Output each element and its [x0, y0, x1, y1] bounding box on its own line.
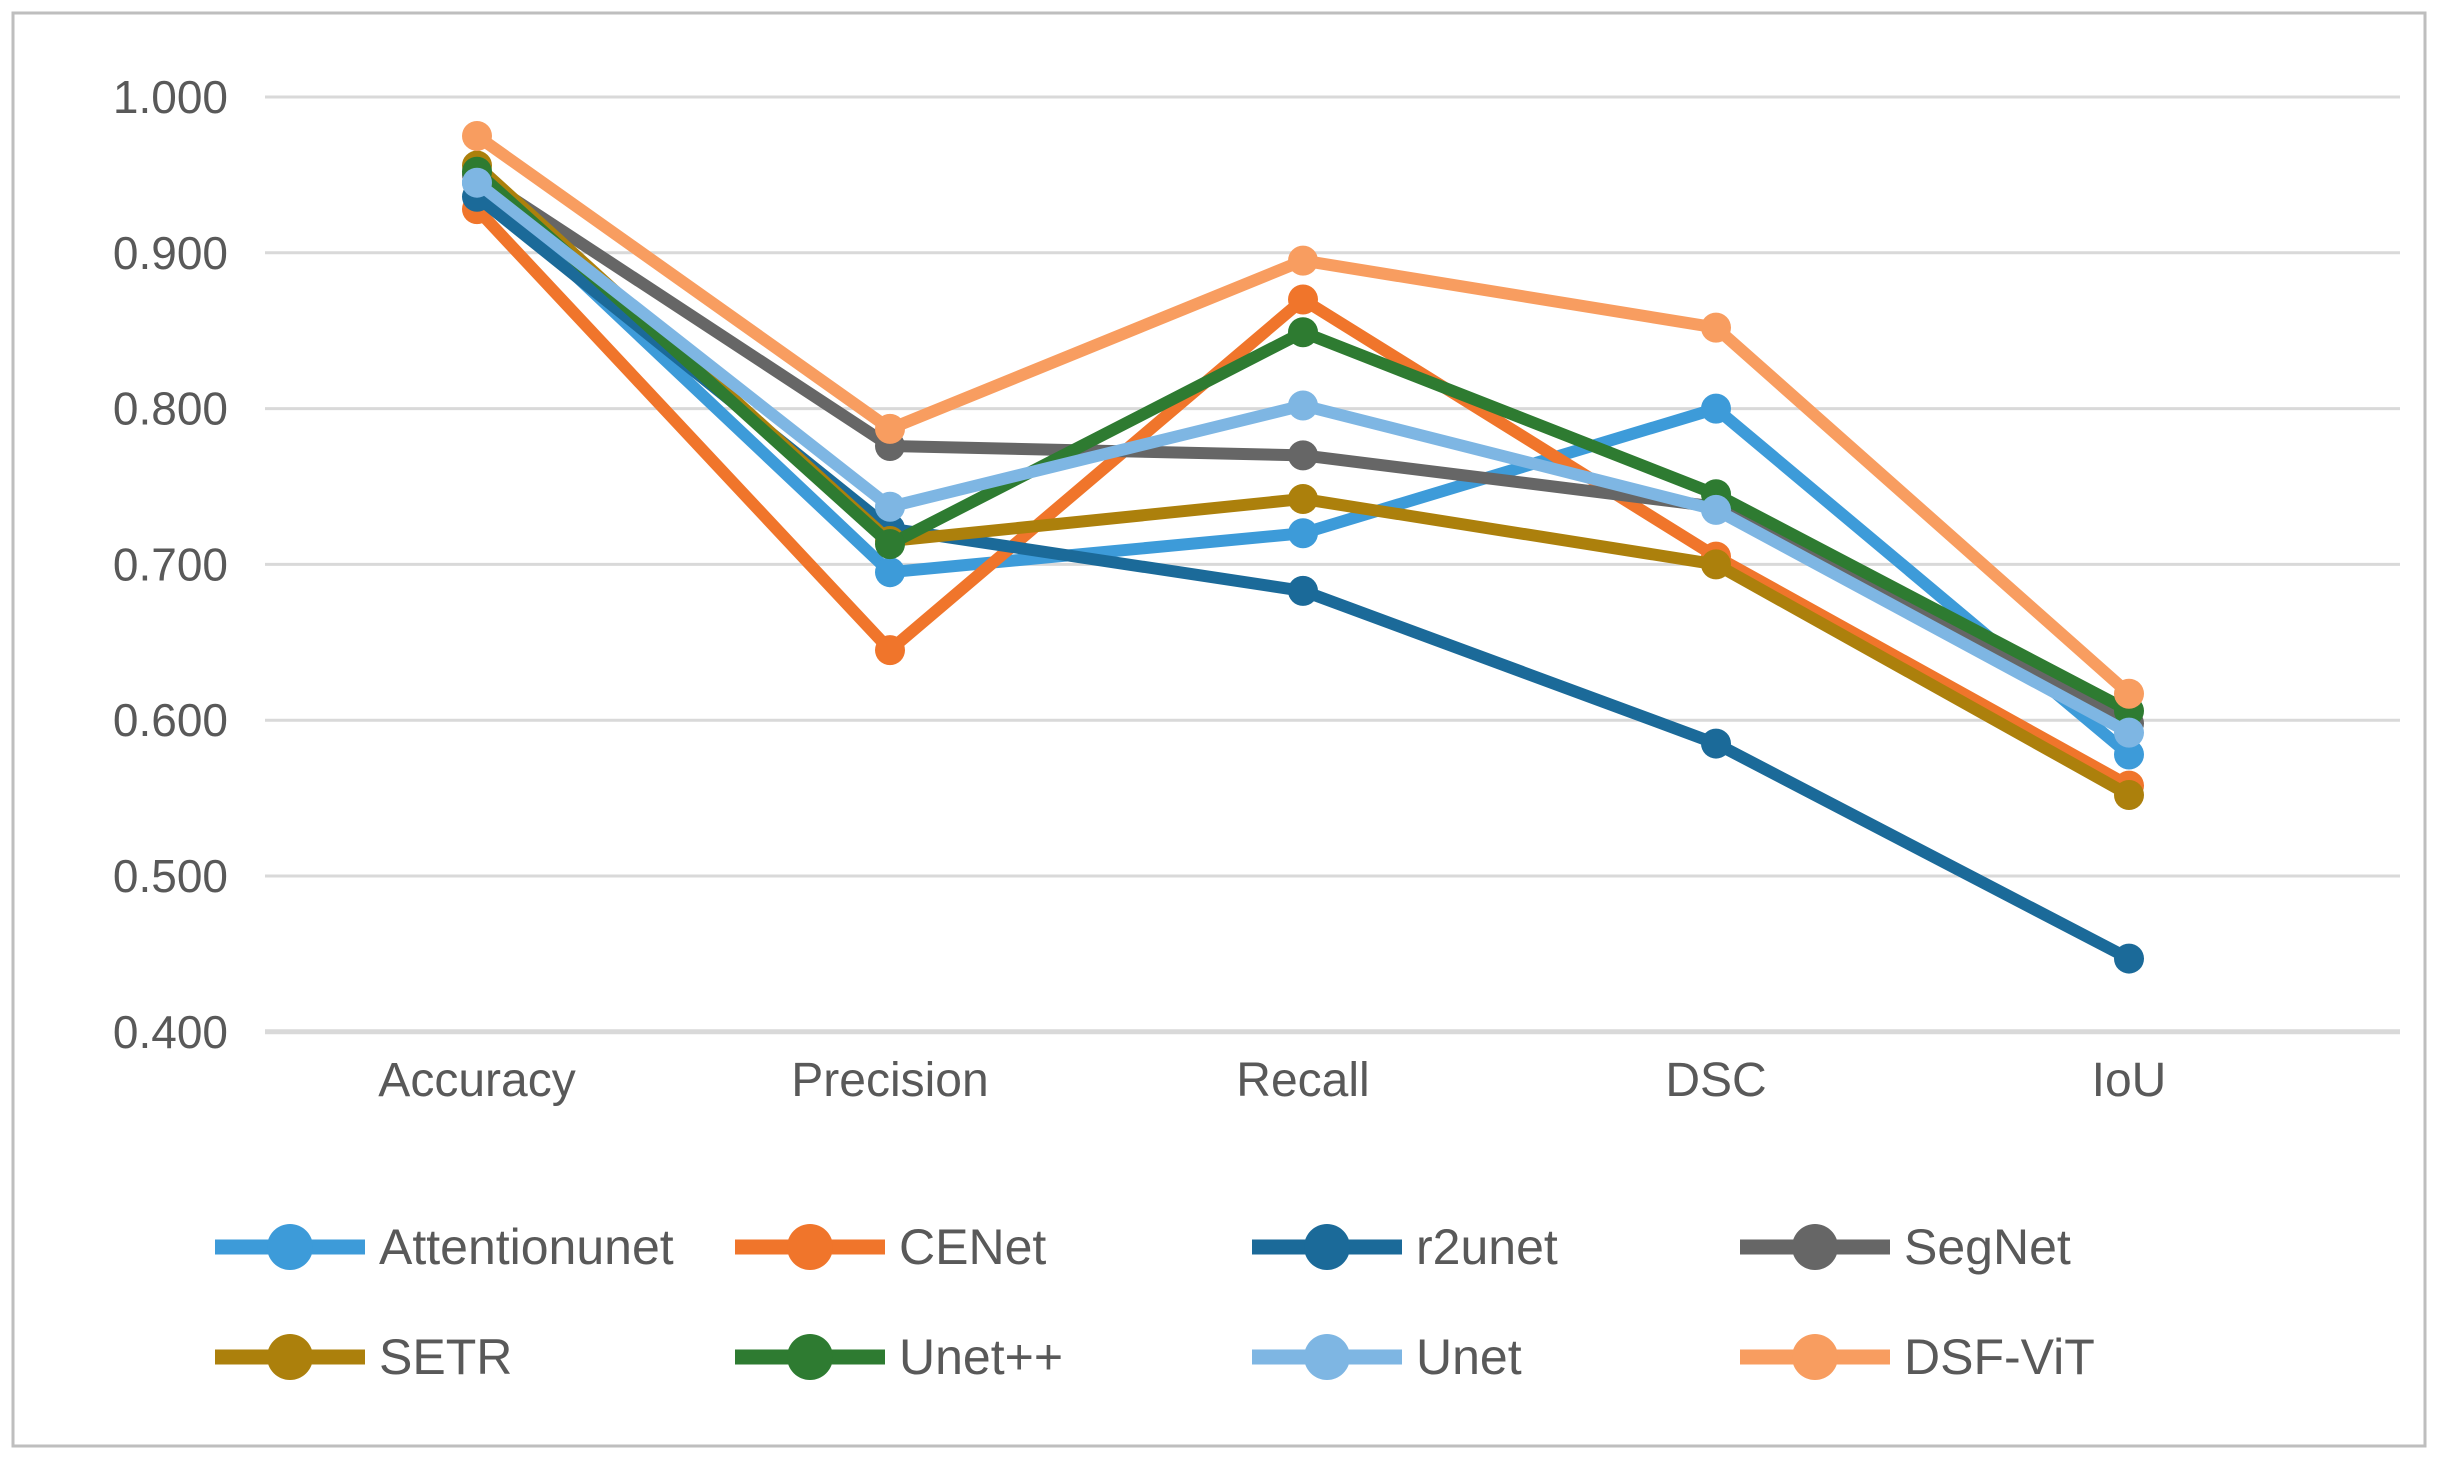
- series-point-Unet-IoU: [2114, 717, 2144, 748]
- y-axis-tick-labels: 1.000 0.900 0.800 0.700 0.600 0.500 0.400: [113, 71, 228, 1058]
- series-point-Unet-DSC: [1701, 494, 1731, 525]
- x-category-label-Recall: Recall: [1236, 1054, 1369, 1107]
- series-point-Attentionunet-Recall: [1288, 518, 1318, 549]
- legend-label-CENet: CENet: [899, 1219, 1046, 1275]
- chart-legend: Attentionunet CENet r2unet SegNet SETR Unet++…: [215, 1219, 2095, 1385]
- legend-marker-icon-CENet: [787, 1224, 833, 1270]
- x-axis-category-labels: Accuracy Precision Recall DSC IoU: [378, 1054, 2166, 1107]
- legend-label-DSF-ViT: DSF-ViT: [1904, 1329, 2095, 1385]
- series-point-Unet-Recall: [1288, 390, 1318, 421]
- legend-marker-icon-Unet: [1304, 1334, 1350, 1380]
- series-point-Unet++-Recall: [1288, 317, 1318, 348]
- legend-marker-icon-Attentionunet: [267, 1224, 313, 1270]
- series-point-DSF-ViT-Recall: [1288, 245, 1318, 276]
- gridlines-group: [265, 95, 2400, 1035]
- y-tick-label-0.400: 0.400: [113, 1006, 228, 1058]
- series-point-Attentionunet-Precision: [875, 557, 905, 588]
- legend-item-DSF-ViT: DSF-ViT: [1740, 1329, 2095, 1385]
- legend-label-SegNet: SegNet: [1904, 1219, 2071, 1275]
- series-DSF-ViT: [462, 120, 2144, 709]
- series-point-Unet-Precision: [875, 491, 905, 522]
- series-point-DSF-ViT-DSC: [1701, 312, 1731, 343]
- legend-marker-icon-SegNet: [1792, 1224, 1838, 1270]
- series-point-r2unet-DSC: [1701, 728, 1731, 759]
- y-tick-label-0.700: 0.700: [113, 538, 228, 590]
- x-category-label-Accuracy: Accuracy: [378, 1054, 575, 1107]
- legend-marker-icon-SETR: [267, 1334, 313, 1380]
- series-point-r2unet-IoU: [2114, 943, 2144, 974]
- series-point-DSF-ViT-IoU: [2114, 678, 2144, 709]
- series-Unet: [462, 167, 2144, 748]
- series-point-CENet-Precision: [875, 635, 905, 666]
- legend-marker-icon-Unet++: [787, 1334, 833, 1380]
- legend-marker-icon-DSF-ViT: [1792, 1334, 1838, 1380]
- series-point-Attentionunet-IoU: [2114, 739, 2144, 770]
- x-category-label-IoU: IoU: [2092, 1054, 2167, 1107]
- x-category-label-Precision: Precision: [791, 1054, 988, 1107]
- series-point-Attentionunet-DSC: [1701, 393, 1731, 424]
- series-point-SETR-Recall: [1288, 483, 1318, 514]
- legend-item-r2unet: r2unet: [1252, 1219, 1558, 1275]
- legend-item-SegNet: SegNet: [1740, 1219, 2071, 1275]
- legend-item-Unet++: Unet++: [735, 1329, 1063, 1385]
- series-point-SETR-IoU: [2114, 779, 2144, 810]
- legend-label-SETR: SETR: [379, 1329, 512, 1385]
- legend-label-Unet++: Unet++: [899, 1329, 1063, 1385]
- series-point-DSF-ViT-Precision: [875, 413, 905, 444]
- series-point-Unet++-Precision: [875, 529, 905, 560]
- series-point-r2unet-Recall: [1288, 575, 1318, 606]
- series-group: [462, 120, 2144, 974]
- x-category-label-DSC: DSC: [1665, 1054, 1766, 1107]
- series-point-SETR-DSC: [1701, 549, 1731, 580]
- legend-label-Attentionunet: Attentionunet: [379, 1219, 674, 1275]
- legend-item-Attentionunet: Attentionunet: [215, 1219, 674, 1275]
- legend-label-Unet: Unet: [1416, 1329, 1522, 1385]
- y-tick-label-0.900: 0.900: [113, 227, 228, 279]
- y-tick-label-0.500: 0.500: [113, 850, 228, 902]
- legend-label-r2unet: r2unet: [1416, 1219, 1558, 1275]
- series-point-CENet-Recall: [1288, 284, 1318, 315]
- legend-marker-icon-r2unet: [1304, 1224, 1350, 1270]
- y-tick-label-1.000: 1.000: [113, 71, 228, 123]
- series-point-Unet-Accuracy: [462, 167, 492, 198]
- series-point-DSF-ViT-Accuracy: [462, 120, 492, 151]
- legend-item-CENet: CENet: [735, 1219, 1046, 1275]
- legend-item-SETR: SETR: [215, 1329, 512, 1385]
- y-tick-label-0.800: 0.800: [113, 383, 228, 435]
- y-tick-label-0.600: 0.600: [113, 694, 228, 746]
- legend-item-Unet: Unet: [1252, 1329, 1522, 1385]
- series-point-SegNet-Recall: [1288, 440, 1318, 471]
